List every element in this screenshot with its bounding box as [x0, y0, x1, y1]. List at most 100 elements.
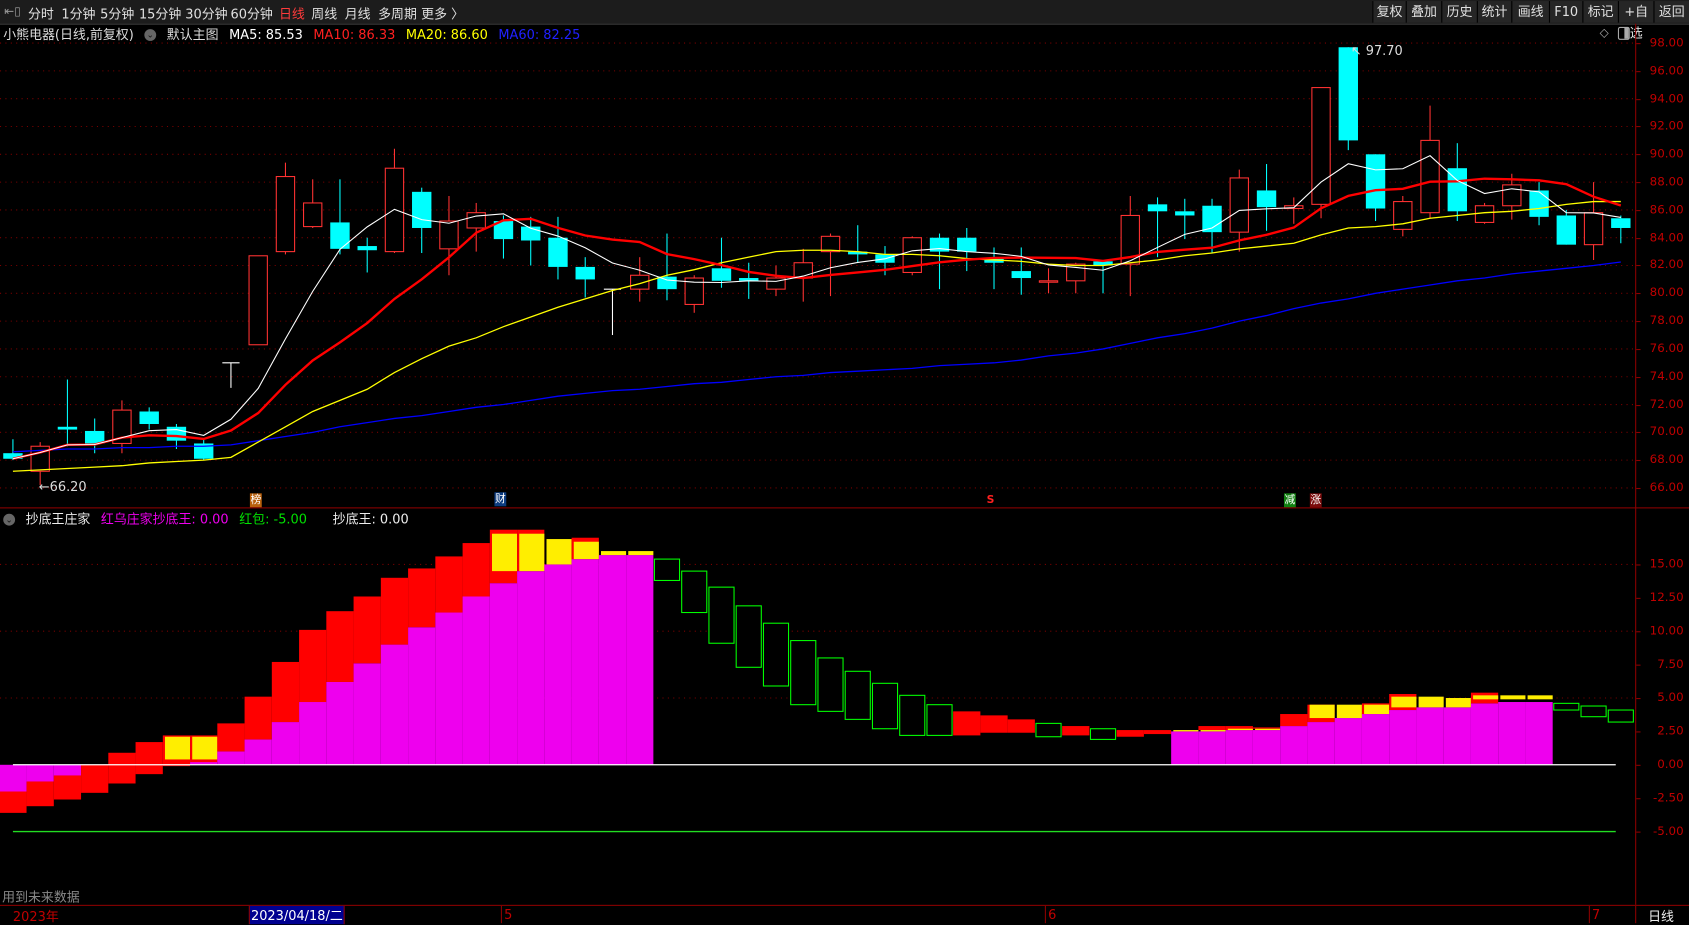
indicator-red-bar	[1116, 730, 1144, 737]
low-price-label: ←66.20	[38, 479, 87, 495]
candle-body	[3, 453, 23, 459]
collapse-menu-icon[interactable]: ⇤▯	[4, 4, 21, 19]
indicator-red-bar	[26, 781, 54, 807]
candle-body	[1338, 47, 1358, 141]
indicator-yellow-bar	[519, 533, 545, 572]
indicator-magenta-bar	[1225, 730, 1253, 765]
indicator-green-box	[871, 682, 899, 730]
candle	[984, 247, 1004, 290]
tab-9[interactable]: 多周期	[378, 6, 417, 22]
candle	[1311, 87, 1331, 219]
indicator-column	[1443, 698, 1471, 765]
price-tick-label: 92.00	[1649, 118, 1684, 133]
template-name[interactable]: 默认主图	[166, 26, 219, 43]
candle	[575, 257, 595, 298]
indicator-red-bar	[462, 543, 490, 597]
candle-body	[57, 426, 78, 430]
candle	[630, 257, 650, 302]
tab-10[interactable]: 更多 〉	[421, 6, 465, 22]
indicator-red-bar	[135, 742, 163, 775]
candlestick-chart[interactable]	[0, 41, 1636, 507]
toolbar-button-0[interactable]: 复权	[1372, 1, 1406, 23]
candle-body	[1365, 154, 1386, 209]
indicator-yellow-bar	[1418, 696, 1444, 708]
indicator-column	[489, 529, 518, 765]
price-axis: 98.00 96.00 94.00 92.00 90.00 88.00 86.00 84.00…	[1635, 23, 1689, 509]
price-tick-label: 94.00	[1649, 91, 1684, 106]
toolbar-button-2[interactable]: 历史	[1441, 1, 1477, 23]
candle-body	[1093, 261, 1113, 266]
month-label-6: 6	[1048, 906, 1057, 923]
indicator-column	[844, 670, 871, 720]
toolbar-button-5[interactable]: F10	[1548, 1, 1583, 23]
candle	[1611, 215, 1631, 244]
indicator-magenta-bar	[598, 555, 627, 765]
indicator-line1-value: 红乌庄家抄底王: 0.00	[100, 511, 229, 527]
tab-5[interactable]: 60分钟	[230, 6, 273, 22]
period-label[interactable]: 日线	[1648, 909, 1674, 925]
indicator-column	[81, 764, 109, 793]
indicator-column	[1143, 730, 1172, 735]
indicator-green-box	[844, 670, 871, 720]
indicator-red-bar	[953, 711, 981, 736]
diamond-icon[interactable]: ◇	[1599, 25, 1609, 40]
toolbar-button-6[interactable]: 标记	[1582, 1, 1618, 23]
indicator-magenta-bar	[1361, 714, 1390, 765]
indicator-column	[326, 611, 354, 765]
candle-body	[657, 276, 677, 290]
candle	[1011, 247, 1031, 295]
candle	[84, 418, 105, 454]
toolbar-button-3[interactable]: 统计	[1476, 1, 1512, 23]
tab-2[interactable]: 5分钟	[100, 6, 135, 22]
toolbar-button-4[interactable]: 画线	[1511, 1, 1549, 23]
candle	[1393, 196, 1413, 237]
indicator-magenta-bar	[271, 722, 300, 765]
price-tick-label: 70.00	[1649, 424, 1684, 439]
indicator-yellow-bar	[1364, 704, 1390, 715]
candle-body	[1011, 271, 1031, 279]
indicator-legend: ⌄ 抄底王庄家 红乌庄家抄底王: 0.00 红包: -5.00 抄底王: 0.0…	[0, 510, 415, 527]
toolbar-button-7[interactable]: +自选	[1617, 1, 1654, 41]
indicator-name[interactable]: 抄底王庄家	[25, 511, 91, 527]
candle-body	[84, 430, 105, 444]
indicator-column	[1089, 728, 1117, 740]
indicator-yellow-bar	[1255, 728, 1281, 731]
chevron-down-icon[interactable]: ⌄	[3, 513, 16, 526]
marker-jian[interactable]: 减	[1283, 493, 1296, 508]
toolbar-button-1[interactable]: 叠加	[1405, 1, 1442, 23]
indicator-magenta-bar	[1307, 722, 1335, 765]
indicator-green-box	[1089, 728, 1117, 740]
panel-divider[interactable]	[0, 507, 1689, 509]
indicator-red-bar	[1225, 726, 1253, 731]
indicator-tick-label: 5.00	[1657, 690, 1684, 705]
tab-3[interactable]: 15分钟	[138, 6, 182, 22]
indicator-column	[735, 605, 762, 668]
indicator-chart[interactable]	[0, 508, 1636, 904]
candle-body	[1529, 190, 1549, 217]
marker-bang[interactable]: 榜	[249, 493, 262, 508]
tab-7[interactable]: 周线	[311, 6, 338, 22]
indicator-tick-label: -2.50	[1652, 790, 1684, 805]
indicator-column	[1171, 730, 1199, 765]
tab-0[interactable]: 分时	[28, 6, 54, 22]
panel-toggle-icon[interactable]	[1617, 26, 1630, 40]
indicator-column	[190, 735, 218, 765]
price-tick-label: 88.00	[1649, 174, 1684, 189]
toolbar-button-8[interactable]: 返回	[1653, 1, 1689, 23]
marker-cai[interactable]: 财	[494, 492, 507, 507]
marker-s[interactable]: S	[986, 494, 995, 507]
indicator-red-bar	[980, 715, 1008, 733]
marker-zhang[interactable]: 涨	[1309, 493, 1322, 508]
tab-1[interactable]: 1分钟	[61, 6, 96, 22]
chevron-down-icon[interactable]: ⌄	[144, 29, 157, 41]
indicator-magenta-bar	[626, 555, 654, 765]
indicator-column	[1580, 705, 1607, 718]
indicator-yellow-bar	[1391, 696, 1417, 708]
tab-8[interactable]: 月线	[344, 6, 371, 22]
indicator-column	[1062, 726, 1090, 736]
tab-6[interactable]: 日线	[278, 6, 305, 22]
indicator-magenta-bar	[380, 644, 409, 765]
tab-4[interactable]: 30分钟	[185, 6, 228, 22]
indicator-column	[1498, 695, 1526, 765]
candle	[57, 379, 78, 447]
